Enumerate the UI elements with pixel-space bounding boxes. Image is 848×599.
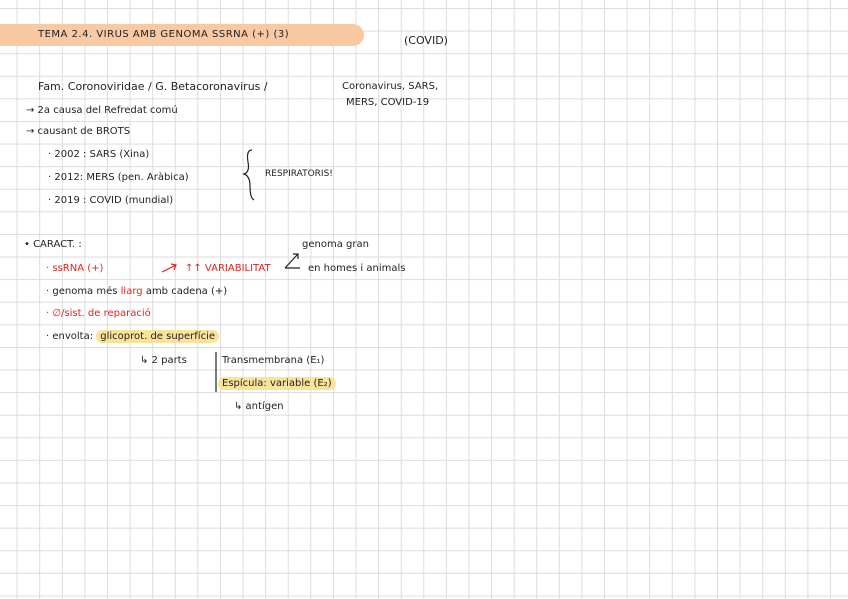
genome-text: llarg bbox=[120, 286, 143, 297]
outbreak: · 2012: MERS (pen. Aràbica) bbox=[48, 172, 189, 183]
parts: ↳ 2 parts bbox=[140, 355, 187, 366]
rna: · ssRNA (+) bbox=[46, 263, 104, 274]
arrow bbox=[284, 253, 300, 269]
part: Transmembrana (E₁) bbox=[222, 355, 325, 366]
envelope-highlight: glicoprot. de superfície bbox=[96, 330, 220, 343]
part-highlight: Espícula: variable (E₂) bbox=[218, 377, 336, 390]
genome-text: amb cadena (+) bbox=[145, 286, 228, 297]
repair: · ∅/sist. de reparació bbox=[46, 308, 151, 319]
antigen: ↳ antígen bbox=[234, 401, 284, 412]
group-label: RESPIRATORIS! bbox=[265, 169, 333, 179]
brace bbox=[242, 149, 255, 201]
family: Fam. Coronoviridae / G. Betacoronavirus … bbox=[38, 80, 268, 93]
family-example: MERS, COVID-19 bbox=[346, 97, 430, 108]
part: Espícula: variable (E₂) bbox=[218, 377, 336, 391]
genome-line: · genoma més llarg amb cadena (+) bbox=[46, 285, 227, 299]
variability-note: genoma gran bbox=[302, 239, 369, 250]
envelope-line: · envolta: glicoprot. de superfície bbox=[46, 330, 220, 344]
point: → 2a causa del Refredat comú bbox=[26, 105, 178, 116]
envelope-label: · envolta: bbox=[46, 331, 94, 342]
variability-note: en homes i animals bbox=[308, 263, 406, 274]
point: → causant de BROTS bbox=[26, 126, 131, 137]
outbreak: · 2002 : SARS (Xina) bbox=[48, 149, 150, 160]
heading: • CARACT. : bbox=[24, 239, 82, 250]
outbreak: · 2019 : COVID (mundial) bbox=[48, 195, 174, 206]
title-note: (COVID) bbox=[404, 34, 448, 47]
arrow bbox=[161, 263, 177, 273]
variability: ↑↑ VARIABILITAT bbox=[185, 263, 271, 274]
genome-text: · genoma més bbox=[46, 286, 118, 297]
title: TEMA 2.4. VIRUS AMB GENOMA SSRNA (+) (3) bbox=[38, 29, 290, 40]
title-highlight bbox=[0, 24, 364, 46]
family-example: Coronavirus, SARS, bbox=[342, 81, 439, 92]
